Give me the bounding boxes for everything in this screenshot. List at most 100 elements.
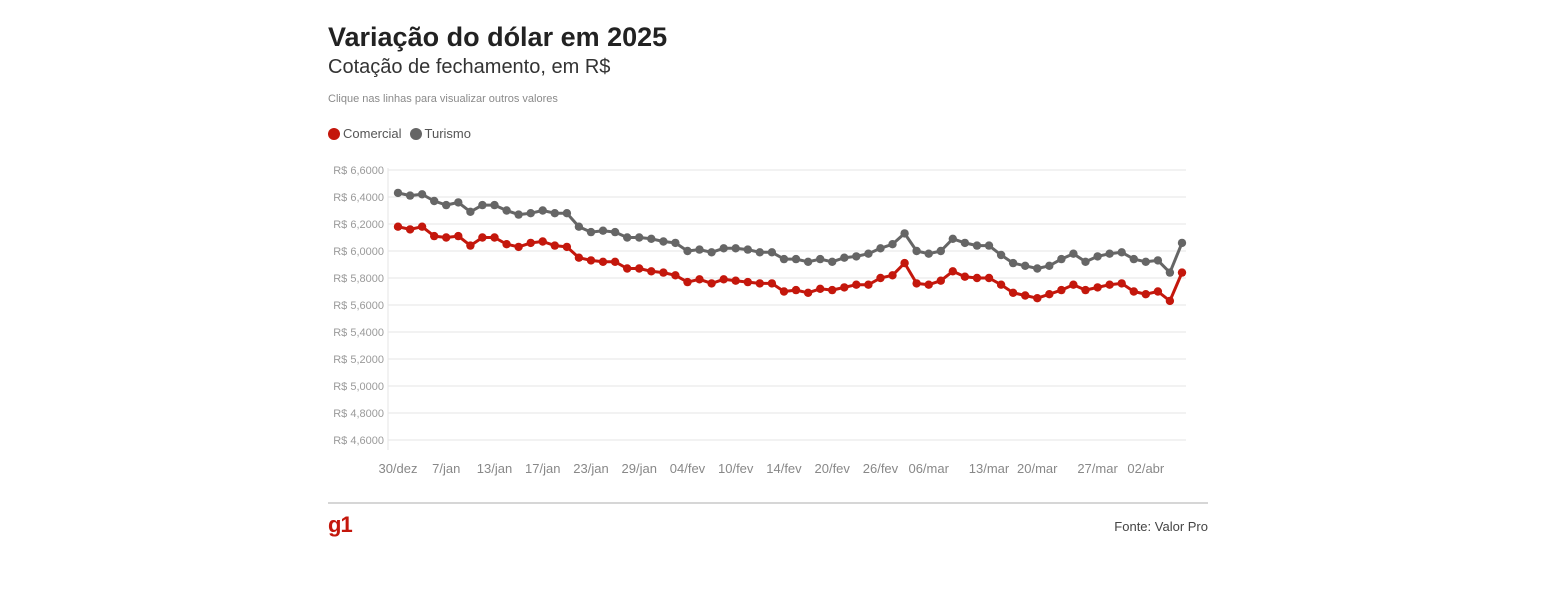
data-point-comercial[interactable]	[598, 257, 608, 266]
data-point-comercial[interactable]	[1081, 285, 1090, 295]
data-point-turismo[interactable]	[864, 249, 873, 258]
data-point-comercial[interactable]	[960, 272, 970, 281]
data-point-turismo[interactable]	[1117, 248, 1126, 257]
data-point-comercial[interactable]	[430, 231, 439, 241]
data-point-turismo[interactable]	[695, 245, 704, 254]
data-point-turismo[interactable]	[1093, 252, 1102, 261]
data-point-turismo[interactable]	[574, 222, 584, 231]
data-point-comercial[interactable]	[623, 264, 632, 273]
data-point-comercial[interactable]	[1117, 279, 1126, 288]
data-point-comercial[interactable]	[538, 237, 547, 246]
data-point-turismo[interactable]	[526, 209, 535, 218]
data-point-comercial[interactable]	[1021, 291, 1030, 300]
data-point-turismo[interactable]	[888, 240, 897, 249]
data-point-comercial[interactable]	[888, 271, 897, 280]
data-point-comercial[interactable]	[864, 280, 873, 289]
data-point-comercial[interactable]	[502, 240, 511, 249]
data-point-comercial[interactable]	[1069, 280, 1078, 289]
data-point-turismo[interactable]	[1081, 257, 1090, 266]
data-point-comercial[interactable]	[393, 222, 403, 231]
data-point-turismo[interactable]	[610, 227, 620, 237]
data-point-turismo[interactable]	[430, 196, 439, 206]
data-point-comercial[interactable]	[1045, 290, 1054, 299]
data-point-turismo[interactable]	[1141, 257, 1150, 266]
data-point-turismo[interactable]	[671, 238, 680, 248]
data-point-comercial[interactable]	[647, 267, 656, 276]
data-point-comercial[interactable]	[405, 225, 415, 234]
data-point-comercial[interactable]	[828, 285, 837, 295]
data-point-comercial[interactable]	[671, 271, 680, 280]
data-point-comercial[interactable]	[840, 283, 849, 292]
data-point-comercial[interactable]	[454, 231, 463, 241]
data-point-comercial[interactable]	[466, 241, 475, 250]
data-point-comercial[interactable]	[635, 264, 644, 273]
data-point-turismo[interactable]	[707, 248, 716, 257]
data-point-comercial[interactable]	[900, 258, 909, 268]
data-point-comercial[interactable]	[767, 279, 777, 288]
data-point-turismo[interactable]	[623, 233, 632, 242]
data-point-comercial[interactable]	[719, 275, 728, 284]
data-point-comercial[interactable]	[1033, 294, 1042, 303]
data-point-turismo[interactable]	[972, 241, 982, 250]
data-point-turismo[interactable]	[393, 188, 403, 198]
data-point-turismo[interactable]	[1033, 264, 1042, 273]
data-point-turismo[interactable]	[743, 245, 752, 254]
data-point-turismo[interactable]	[984, 241, 994, 250]
data-point-turismo[interactable]	[1069, 249, 1078, 258]
data-point-turismo[interactable]	[586, 227, 596, 237]
data-point-comercial[interactable]	[912, 279, 921, 288]
data-point-comercial[interactable]	[683, 277, 692, 287]
data-point-turismo[interactable]	[852, 252, 861, 261]
data-point-turismo[interactable]	[1129, 254, 1138, 264]
data-point-turismo[interactable]	[1045, 261, 1054, 270]
data-point-comercial[interactable]	[514, 242, 523, 252]
data-point-turismo[interactable]	[816, 254, 825, 264]
data-point-comercial[interactable]	[526, 238, 535, 248]
data-point-comercial[interactable]	[1177, 268, 1187, 277]
data-point-turismo[interactable]	[514, 210, 523, 219]
data-point-turismo[interactable]	[828, 257, 837, 266]
series-comercial[interactable]	[393, 222, 1187, 306]
data-point-turismo[interactable]	[490, 200, 499, 210]
data-point-turismo[interactable]	[647, 234, 656, 243]
data-point-comercial[interactable]	[442, 233, 451, 242]
data-point-turismo[interactable]	[1105, 249, 1114, 258]
data-point-turismo[interactable]	[996, 250, 1006, 260]
data-point-turismo[interactable]	[466, 207, 475, 216]
data-point-turismo[interactable]	[1165, 268, 1175, 277]
data-point-turismo[interactable]	[478, 200, 487, 210]
data-point-turismo[interactable]	[924, 249, 933, 258]
data-point-turismo[interactable]	[1177, 238, 1187, 248]
data-point-comercial[interactable]	[876, 273, 885, 283]
data-point-turismo[interactable]	[598, 226, 608, 235]
data-point-comercial[interactable]	[478, 233, 487, 242]
data-point-turismo[interactable]	[767, 248, 777, 257]
data-point-turismo[interactable]	[731, 244, 740, 253]
data-point-comercial[interactable]	[803, 288, 813, 297]
data-point-comercial[interactable]	[816, 284, 825, 293]
data-point-turismo[interactable]	[960, 238, 970, 248]
data-point-comercial[interactable]	[417, 222, 427, 231]
data-point-comercial[interactable]	[659, 268, 668, 277]
data-point-comercial[interactable]	[586, 256, 596, 265]
data-point-turismo[interactable]	[936, 246, 945, 256]
series-turismo[interactable]	[393, 188, 1187, 277]
data-point-turismo[interactable]	[659, 237, 668, 246]
data-point-turismo[interactable]	[417, 190, 427, 199]
data-point-comercial[interactable]	[1165, 296, 1175, 306]
data-point-comercial[interactable]	[695, 275, 704, 284]
data-point-comercial[interactable]	[1141, 290, 1150, 299]
data-point-turismo[interactable]	[683, 246, 692, 256]
data-point-turismo[interactable]	[719, 244, 728, 253]
data-point-turismo[interactable]	[900, 229, 909, 238]
data-point-turismo[interactable]	[1153, 256, 1163, 265]
data-point-comercial[interactable]	[707, 279, 716, 288]
data-point-comercial[interactable]	[610, 257, 620, 266]
data-point-turismo[interactable]	[1008, 258, 1018, 268]
data-point-turismo[interactable]	[1021, 261, 1030, 270]
data-point-comercial[interactable]	[972, 273, 982, 283]
data-point-comercial[interactable]	[852, 280, 861, 289]
data-point-turismo[interactable]	[405, 191, 415, 200]
data-point-comercial[interactable]	[550, 241, 559, 250]
data-point-comercial[interactable]	[731, 276, 740, 285]
